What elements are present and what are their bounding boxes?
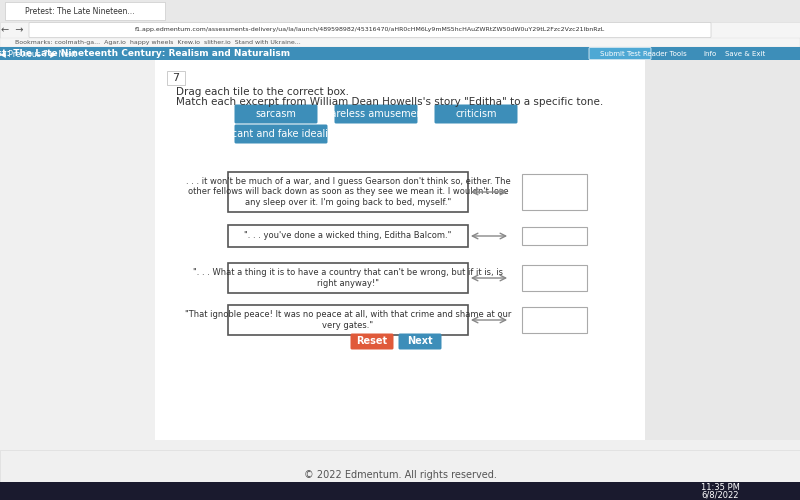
FancyBboxPatch shape [522,174,587,210]
FancyBboxPatch shape [645,60,800,440]
FancyBboxPatch shape [0,482,800,500]
Text: ". . . What a thing it is to have a country that can't be wrong, but if it is, i: ". . . What a thing it is to have a coun… [193,268,503,287]
Text: Reset: Reset [357,336,387,346]
Text: vacant and fake idealism: vacant and fake idealism [220,129,342,139]
Text: 6/8/2022: 6/8/2022 [702,490,738,500]
Text: Save & Exit: Save & Exit [725,50,765,56]
FancyBboxPatch shape [29,22,711,38]
FancyBboxPatch shape [522,265,587,291]
Text: Submit Test: Submit Test [600,50,640,56]
FancyBboxPatch shape [434,104,518,124]
Text: Match each excerpt from William Dean Howells's story "Editha" to a specific tone: Match each excerpt from William Dean How… [176,97,603,107]
FancyBboxPatch shape [234,124,327,144]
FancyBboxPatch shape [589,48,651,60]
Text: Drag each tile to the correct box.: Drag each tile to the correct box. [176,87,349,97]
Text: . . . it won't be much of a war, and I guess Gearson don't think so, either. The: . . . it won't be much of a war, and I g… [186,177,510,207]
FancyBboxPatch shape [0,38,800,47]
FancyBboxPatch shape [228,225,468,247]
FancyBboxPatch shape [0,0,800,22]
FancyBboxPatch shape [228,305,468,335]
FancyBboxPatch shape [334,104,418,124]
FancyBboxPatch shape [167,71,185,85]
Text: f1.app.edmentum.com/assessments-delivery/ua/la/launch/489598982/45316470/aHR0cHM: f1.app.edmentum.com/assessments-delivery… [135,28,605,32]
FancyBboxPatch shape [522,307,587,333]
Text: ←  →: ← → [1,25,23,35]
Text: criticism: criticism [455,109,497,119]
FancyBboxPatch shape [398,334,442,349]
Text: "That ignoble peace! It was no peace at all, with that crime and shame at our
ve: "That ignoble peace! It was no peace at … [185,310,511,330]
FancyBboxPatch shape [0,450,800,500]
FancyBboxPatch shape [350,334,394,349]
Text: ◀ Previous: ◀ Previous [0,49,40,58]
FancyBboxPatch shape [522,227,587,245]
FancyBboxPatch shape [234,104,318,124]
Text: 7 ▶ Next: 7 ▶ Next [43,49,77,58]
Text: Next: Next [407,336,433,346]
Text: 11:35 PM: 11:35 PM [701,484,739,492]
Text: Info: Info [703,50,717,56]
FancyBboxPatch shape [0,47,800,60]
Text: Pretest: The Late Nineteenth Century: Realism and Naturalism: Pretest: The Late Nineteenth Century: Re… [0,49,290,58]
FancyBboxPatch shape [228,263,468,293]
Text: Pretest: The Late Nineteen...: Pretest: The Late Nineteen... [26,6,134,16]
Text: sarcasm: sarcasm [255,109,297,119]
Text: Bookmarks: coolmath-ga...  Agar.io  happy wheels  Krew.io  slither.io  Stand wit: Bookmarks: coolmath-ga... Agar.io happy … [15,40,301,45]
Text: ". . . you've done a wicked thing, Editha Balcom.": ". . . you've done a wicked thing, Edith… [244,232,452,240]
FancyBboxPatch shape [155,60,645,440]
Text: 7: 7 [173,73,179,83]
Text: © 2022 Edmentum. All rights reserved.: © 2022 Edmentum. All rights reserved. [303,470,497,480]
Text: careless amusement: careless amusement [325,109,427,119]
FancyBboxPatch shape [0,22,800,38]
Text: Reader Tools: Reader Tools [643,50,687,56]
FancyBboxPatch shape [228,172,468,212]
FancyBboxPatch shape [5,2,165,20]
